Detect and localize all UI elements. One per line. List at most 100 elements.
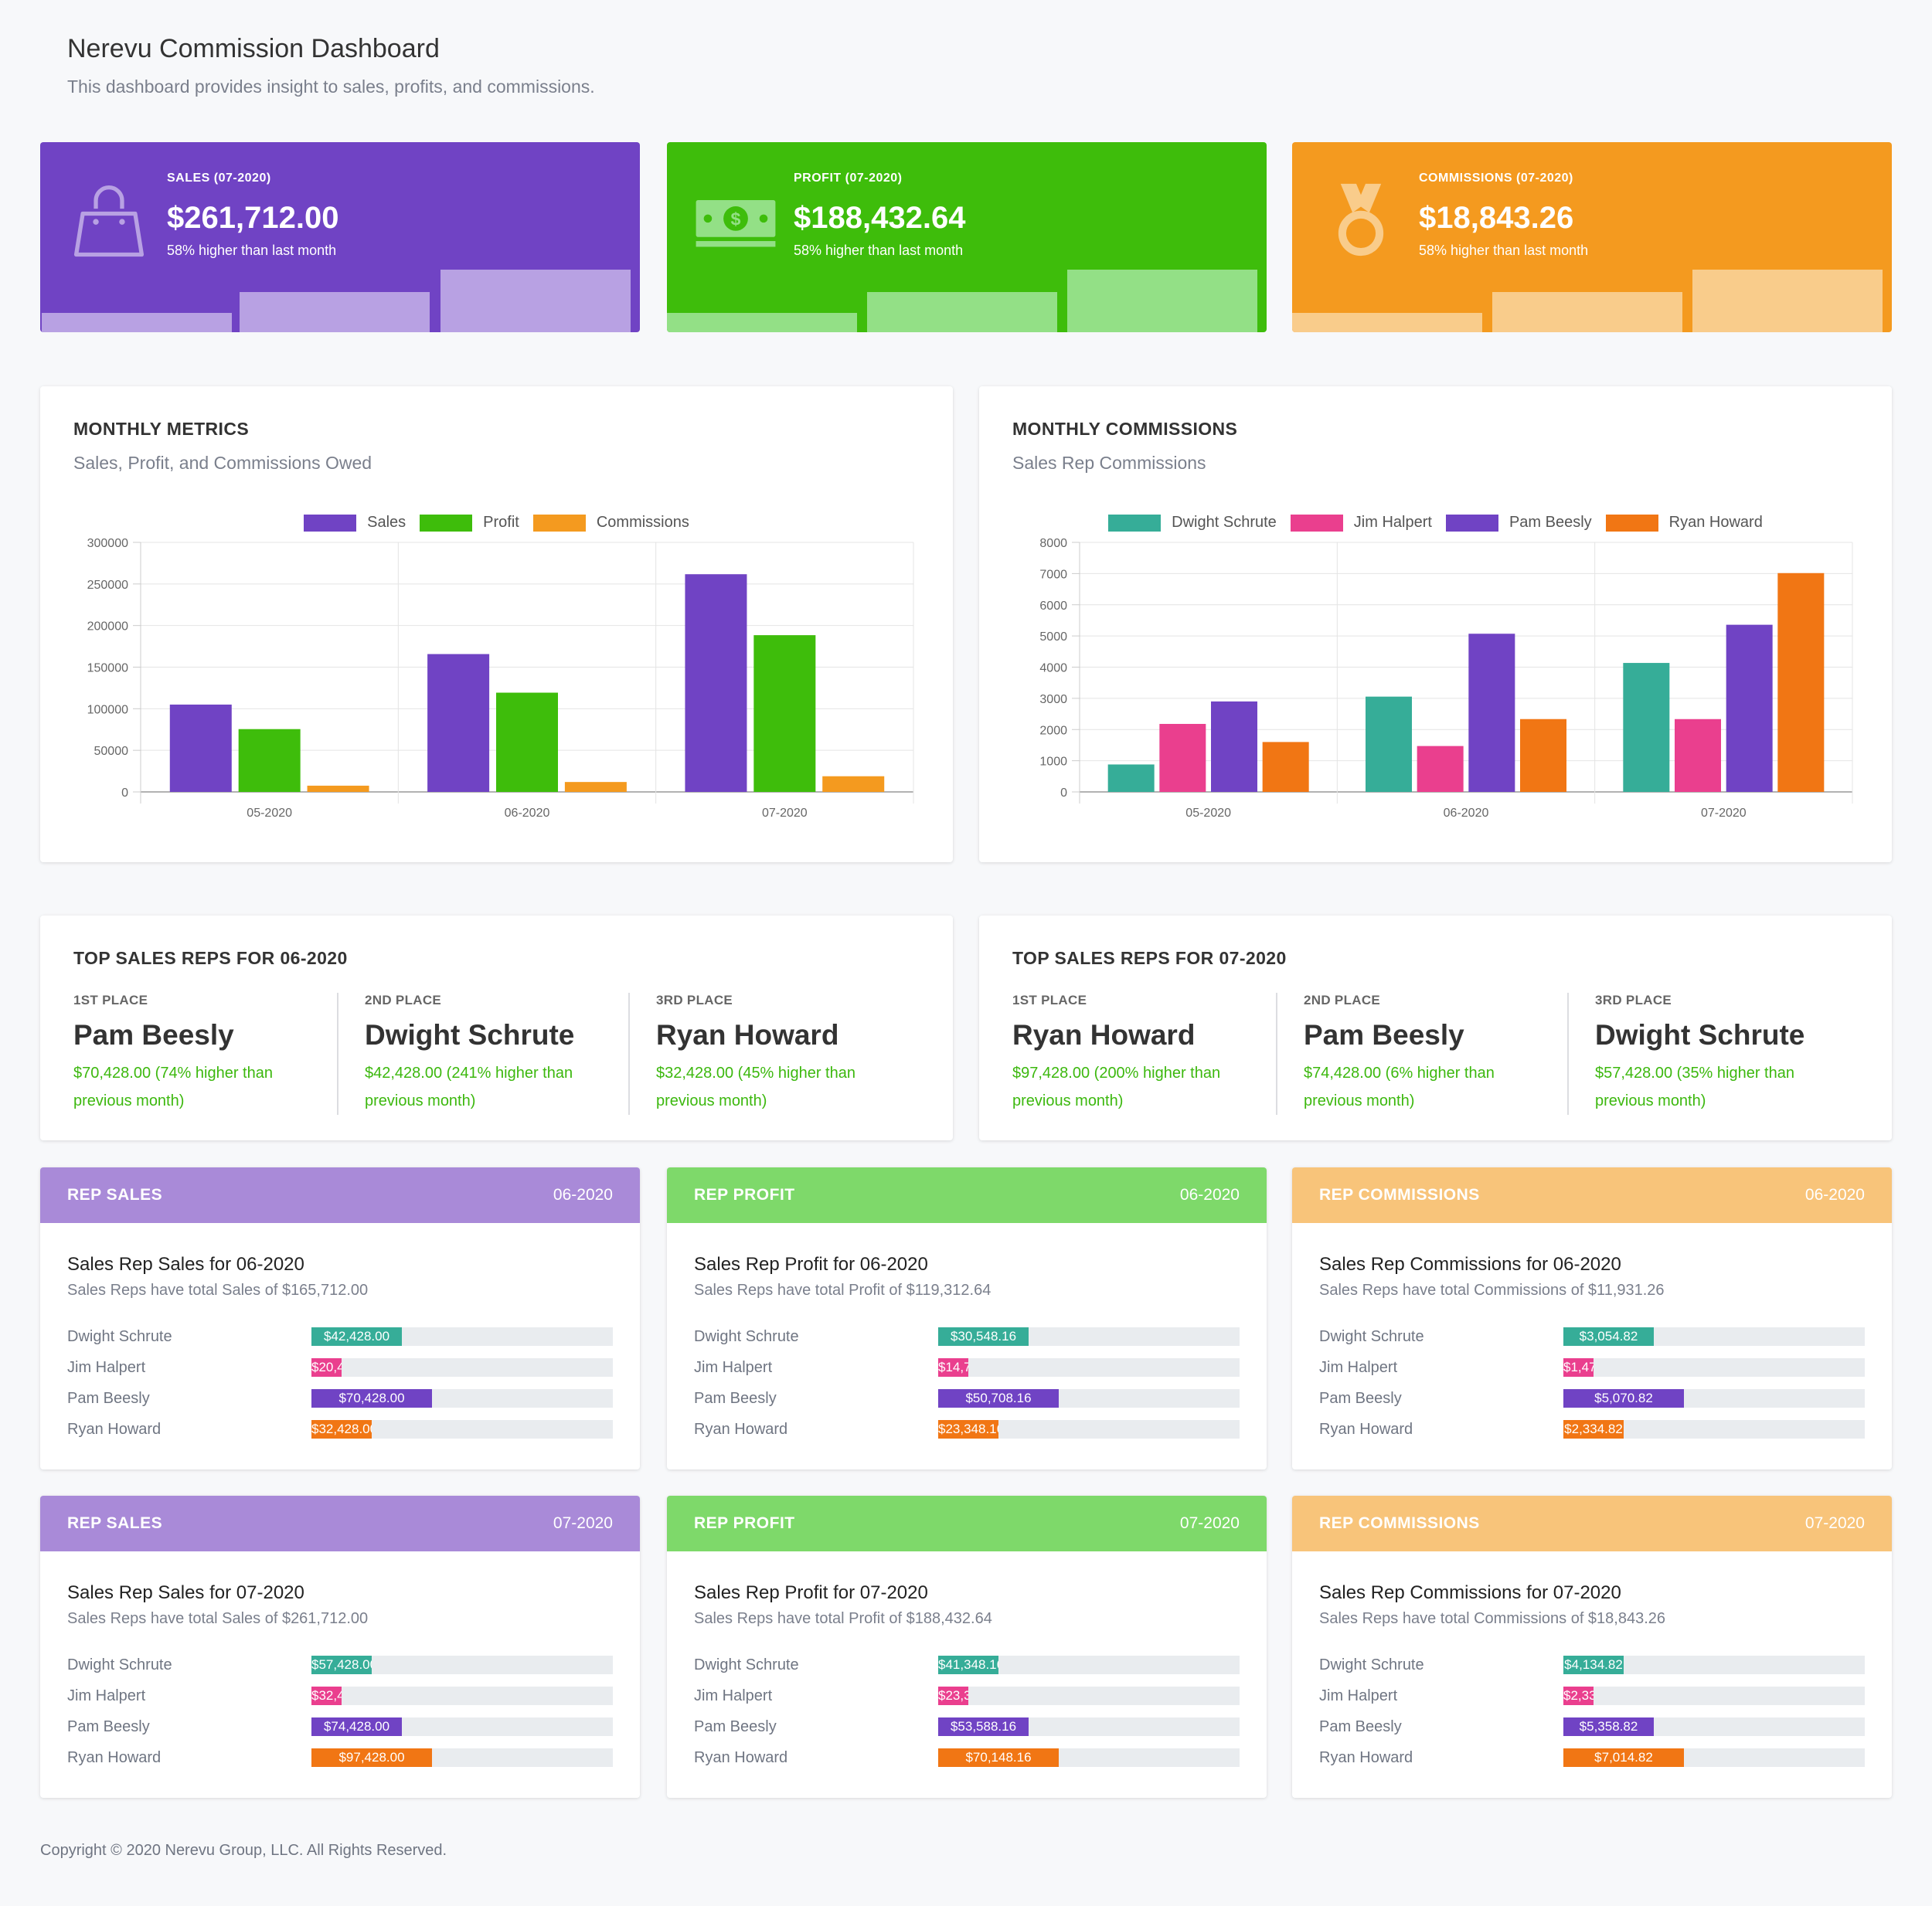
- y-tick-label: 7000: [1039, 568, 1067, 581]
- rep-amount: $70,428.00 (74% higher than previous mon…: [73, 1065, 273, 1109]
- rep-name: Pam Beesly: [1319, 1717, 1402, 1735]
- kpi-trend-bar: [440, 269, 631, 332]
- bar-commissions: [564, 782, 627, 792]
- money-bill-icon: $: [696, 200, 776, 247]
- progress-bar: $4,134.82: [1563, 1656, 1624, 1674]
- place-label: 3RD PLACE: [656, 993, 733, 1007]
- rep-progress-row: Pam Beesly $5,358.82: [1319, 1711, 1865, 1742]
- rep-name: Dwight Schrute: [694, 1327, 799, 1345]
- legend-item[interactable]: Sales: [304, 514, 406, 532]
- rep-progress-row: Jim Halpert $32,428.00: [67, 1680, 613, 1711]
- panel-header: REP SALES 06-2020: [40, 1167, 640, 1223]
- progress-track: $7,014.82: [1563, 1748, 1865, 1767]
- rep-name: Pam Beesly: [1319, 1389, 1402, 1407]
- rep-name: Ryan Howard: [656, 1019, 839, 1051]
- rep-profit-panel: REP PROFIT 06-2020 Sales Rep Profit for 06…: [667, 1167, 1267, 1469]
- rep-progress-row: Jim Halpert $14,708.16: [694, 1352, 1240, 1383]
- progress-bar: $32,428.00: [311, 1420, 372, 1439]
- legend-item[interactable]: Commissions: [532, 514, 689, 532]
- progress-track: $97,428.00: [311, 1748, 613, 1767]
- legend-item[interactable]: Dwight Schrute: [1108, 514, 1277, 532]
- rep-progress-row: Pam Beesly $70,428.00: [67, 1383, 613, 1414]
- rep-name: Ryan Howard: [1319, 1420, 1413, 1438]
- profit-kpi-card: $ PROFIT (07-2020) $188,432.64 58% highe…: [667, 142, 1267, 332]
- panel-heading: Sales Rep Profit for 06-2020: [694, 1254, 928, 1275]
- reps-row: 1ST PLACE Ryan Howard $97,428.00 (200% h…: [1012, 993, 1859, 1115]
- rep-name: Dwight Schrute: [694, 1656, 799, 1673]
- legend-swatch: [420, 514, 473, 532]
- rep-name: Dwight Schrute: [365, 1019, 575, 1051]
- progress-track: $3,054.82: [1563, 1327, 1865, 1346]
- progress-track: $57,428.00: [311, 1656, 613, 1674]
- monthly-metrics-card: MONTHLY METRICS Sales, Profit, and Commi…: [40, 386, 953, 862]
- progress-track: $23,348.16: [938, 1420, 1240, 1439]
- rep-amount: $42,428.00 (241% higher than previous mo…: [365, 1065, 573, 1109]
- rep-progress-row: Pam Beesly $53,588.16: [694, 1711, 1240, 1742]
- progress-track: $4,134.82: [1563, 1656, 1865, 1674]
- legend-item[interactable]: Jim Halpert: [1290, 514, 1432, 532]
- legend-label: Ryan Howard: [1668, 514, 1763, 531]
- rep-sales-panel: REP SALES 06-2020 Sales Rep Sales for 06-2…: [40, 1167, 640, 1469]
- progress-bar: $70,148.16: [938, 1748, 1059, 1767]
- rep-progress-row: Jim Halpert $1,470.82: [1319, 1352, 1865, 1383]
- card-title: TOP SALES REPS FOR 07-2020: [1012, 948, 1287, 968]
- progress-bar: $5,070.82: [1563, 1389, 1684, 1408]
- x-tick-label: 05-2020: [1185, 807, 1231, 820]
- panel-title: REP COMMISSIONS: [1319, 1514, 1480, 1532]
- bar-dwight-schrute: [1107, 764, 1155, 792]
- progress-bar: $23,348.16: [938, 1687, 968, 1705]
- panel-summary: Sales Reps have total Profit of $119,312…: [694, 1282, 992, 1299]
- rep-second-place: 2ND PLACE Dwight Schrute $42,428.00 (241…: [337, 993, 628, 1115]
- progress-track: $70,148.16: [938, 1748, 1240, 1767]
- legend-item[interactable]: Pam Beesly: [1445, 514, 1592, 532]
- rep-progress-row: Ryan Howard $7,014.82: [1319, 1742, 1865, 1773]
- bar-pam-beesly: [1468, 634, 1515, 792]
- bar-profit: [238, 729, 301, 792]
- progress-bar: $5,358.82: [1563, 1717, 1654, 1736]
- rep-name: Jim Halpert: [67, 1687, 146, 1704]
- card-title: MONTHLY COMMISSIONS: [1012, 419, 1238, 439]
- rep-name: Jim Halpert: [1319, 1687, 1398, 1704]
- panel-period: 06-2020: [1179, 1186, 1240, 1204]
- legend-swatch: [1445, 514, 1498, 532]
- legend-label: Sales: [367, 514, 406, 531]
- rep-progress-row: Dwight Schrute $41,348.16: [694, 1649, 1240, 1680]
- card-title: TOP SALES REPS FOR 06-2020: [73, 948, 348, 968]
- progress-track: $14,708.16: [938, 1358, 1240, 1377]
- card-subtitle: Sales, Profit, and Commissions Owed: [73, 453, 372, 473]
- panel-header: REP PROFIT 06-2020: [667, 1167, 1267, 1223]
- progress-track: $30,548.16: [938, 1327, 1240, 1346]
- panel-summary: Sales Reps have total Sales of $261,712.…: [67, 1610, 369, 1627]
- y-tick-label: 3000: [1039, 693, 1067, 706]
- progress-bar: $2,334.82: [1563, 1687, 1594, 1705]
- rep-name: Dwight Schrute: [1319, 1656, 1424, 1673]
- kpi-trend-bar: [1692, 269, 1883, 332]
- rep-name: Dwight Schrute: [67, 1327, 172, 1345]
- legend-item[interactable]: Profit: [420, 514, 519, 532]
- progress-bar: $53,588.16: [938, 1717, 1029, 1736]
- rep-progress-row: Ryan Howard $97,428.00: [67, 1742, 613, 1773]
- bar-jim-halpert: [1675, 719, 1721, 792]
- progress-track: $5,070.82: [1563, 1389, 1865, 1408]
- rep-name: Ryan Howard: [67, 1420, 162, 1438]
- progress-track: $41,348.16: [938, 1656, 1240, 1674]
- y-tick-label: 0: [1060, 787, 1067, 800]
- panel-title: REP SALES: [67, 1186, 163, 1204]
- rep-progress-row: Ryan Howard $23,348.16: [694, 1414, 1240, 1445]
- progress-bar: $97,428.00: [311, 1748, 432, 1767]
- y-tick-label: 2000: [1039, 724, 1067, 737]
- legend-item[interactable]: Ryan Howard: [1605, 514, 1763, 532]
- progress-bar: $74,428.00: [311, 1717, 402, 1736]
- page-header: Nerevu Commission Dashboard This dashboa…: [67, 34, 595, 97]
- rep-amount: $74,428.00 (6% higher than previous mont…: [1304, 1065, 1495, 1109]
- progress-bar: $41,348.16: [938, 1656, 998, 1674]
- progress-track: $42,428.00: [311, 1327, 613, 1346]
- panel-title: REP SALES: [67, 1514, 163, 1532]
- kpi-trend-bar: [1292, 313, 1482, 332]
- bar-ryan-howard: [1777, 572, 1825, 792]
- rep-name: Dwight Schrute: [1595, 1019, 1805, 1051]
- x-tick-label: 06-2020: [505, 807, 550, 820]
- panel-header: REP COMMISSIONS 06-2020: [1292, 1167, 1892, 1223]
- progress-bar: $42,428.00: [311, 1327, 402, 1346]
- panel-heading: Sales Rep Profit for 07-2020: [694, 1582, 928, 1603]
